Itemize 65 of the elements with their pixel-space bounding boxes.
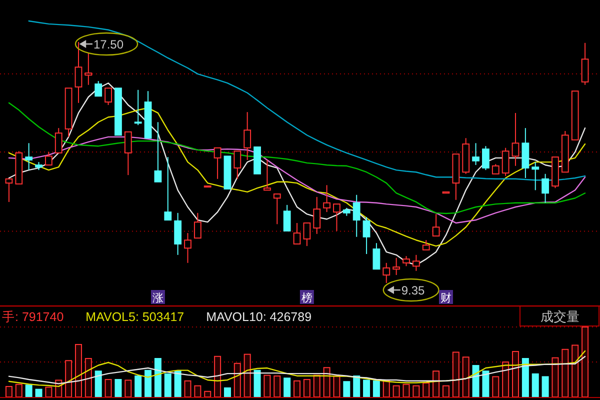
- bar: [134, 376, 142, 398]
- bar: [353, 376, 360, 398]
- bar: [94, 370, 102, 398]
- bar: [264, 374, 271, 398]
- bar: [244, 354, 251, 398]
- text: MAVOL10: 426789: [206, 310, 312, 324]
- bar: [254, 370, 261, 398]
- bar: [303, 379, 310, 398]
- bar: [472, 365, 480, 398]
- bar: [512, 351, 520, 398]
- bar: [532, 373, 539, 398]
- bar: [174, 370, 182, 398]
- bar: [502, 362, 510, 398]
- series-label: 手: 791740: [2, 310, 64, 324]
- bar: [204, 390, 212, 398]
- bar: [164, 373, 172, 398]
- bar: [492, 376, 500, 398]
- bar: [274, 376, 281, 398]
- bar: [392, 385, 400, 398]
- bar: [412, 385, 420, 398]
- bar: [214, 356, 222, 398]
- bar: [402, 384, 410, 398]
- bar: [184, 380, 192, 398]
- bar: [372, 380, 380, 398]
- bar: [194, 385, 202, 398]
- bar: [15, 384, 22, 398]
- chart-title: 成交量: [540, 309, 580, 324]
- bar: [154, 358, 162, 398]
- bar: [522, 358, 529, 398]
- bar: [65, 360, 72, 398]
- bar: [562, 348, 569, 398]
- bar: [45, 386, 52, 398]
- bar: [572, 344, 579, 398]
- bar: [74, 344, 82, 398]
- bar: [234, 362, 241, 398]
- bar: [462, 356, 470, 398]
- bar: [432, 370, 440, 398]
- bar: [35, 388, 42, 398]
- text: MAVOL5: 503417: [86, 310, 184, 324]
- bar: [313, 374, 320, 398]
- bar: [582, 326, 589, 398]
- annotation: 17.50: [93, 38, 124, 52]
- bar: [452, 352, 460, 398]
- bar: [363, 380, 370, 398]
- text: 涨: [152, 292, 164, 304]
- bar: [25, 384, 32, 398]
- bar: [542, 376, 549, 398]
- bar: [333, 376, 340, 398]
- bar: [124, 380, 132, 398]
- text: 9.35: [401, 284, 426, 298]
- bar: [144, 370, 152, 398]
- bar: [224, 387, 231, 398]
- bar: [552, 357, 559, 398]
- bar: [284, 378, 291, 398]
- bar: [382, 380, 390, 398]
- bar: [442, 385, 450, 398]
- bar: [84, 358, 92, 398]
- bar: [114, 379, 122, 398]
- bar: [294, 380, 300, 398]
- bar: [422, 382, 430, 398]
- bar: [323, 367, 330, 398]
- bar: [5, 386, 12, 398]
- bar: [104, 379, 112, 398]
- bar: [343, 381, 350, 398]
- bar: [482, 370, 490, 398]
